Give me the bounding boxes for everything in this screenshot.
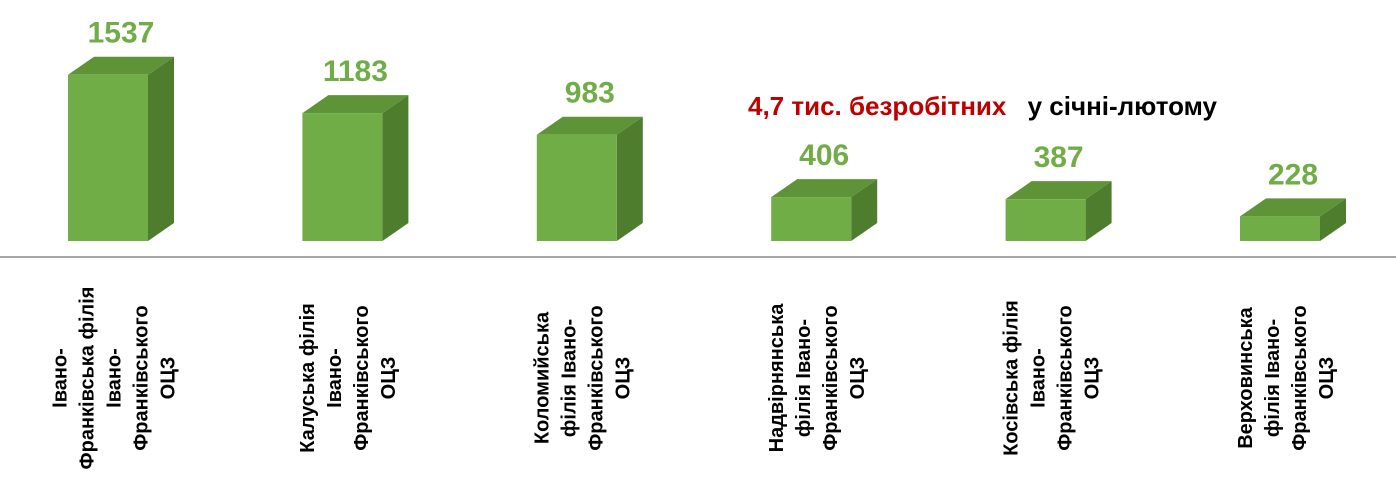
x-tick-label: Франківського [586,305,608,451]
x-tick-label: Франківського [351,305,373,451]
bar-top [536,116,643,135]
x-tick-label: Франківського [130,305,152,451]
bar-front [536,134,617,241]
bar-front [1240,216,1320,241]
value-label: 1183 [323,55,388,88]
value-label: 228 [1268,158,1318,191]
x-tick-label: ОЦЗ [613,357,635,400]
bar-front [68,74,148,241]
bar [771,179,878,241]
x-tick-label: філія Івано- [559,319,581,437]
x-tick-label: Франківська філія [76,287,98,470]
bar-front [1005,199,1086,241]
bar-top [68,56,174,75]
x-tick-label: Франківського [1289,305,1311,451]
bar-side [1320,198,1346,241]
x-tick-label: ОЦЗ [378,357,400,400]
bar [536,116,643,241]
bar-top [1240,198,1346,217]
x-tick-label: Івано- [324,348,346,408]
x-tick-label: ОЦЗ [847,357,869,400]
bar [1240,198,1346,241]
bar-side [148,56,174,241]
bar-side [1085,181,1112,241]
bar-front [771,197,852,241]
bar-top [302,95,409,114]
x-tick-label: Верховинська [1235,306,1257,448]
x-tick-label: Івано- [49,348,71,408]
x-tick-label: Франківського [820,305,842,451]
x-tick-label: ОЦЗ [1316,357,1338,400]
x-tick-label: Калуська філія [297,303,319,453]
x-tick-label: філія Івано- [1262,319,1284,437]
x-tick-label: Надвірнянська [766,303,788,453]
x-tick-label: Франківського [1054,305,1076,451]
bar [302,95,409,241]
x-tick-label: Коломийська [532,311,554,444]
value-label: 387 [1034,141,1084,174]
value-label: 1537 [88,17,155,50]
bar [1005,181,1112,241]
annotation-part: у січні-лютому [1028,91,1218,121]
bar-front [302,113,383,241]
annotation-part: 4,7 тис. безробітних [748,91,1007,121]
x-tick-label: ОЦЗ [157,357,179,400]
x-tick-label: Івано- [1027,348,1049,408]
bar-side [382,95,409,241]
x-tick-label: філія Івано- [793,319,815,437]
x-tick-label: ОЦЗ [1081,357,1103,400]
x-tick-label: Івано- [103,348,125,408]
bar-top [771,179,878,198]
value-label: 406 [799,139,849,172]
bar-side [616,116,643,241]
bar-top [1005,181,1112,200]
bar [68,56,174,241]
bar-side [851,179,878,241]
value-label: 983 [565,77,615,110]
annotation: 4,7 тис. безробітних у січні-лютому [748,91,1218,121]
x-tick-label: Косівська філія [1000,300,1022,456]
